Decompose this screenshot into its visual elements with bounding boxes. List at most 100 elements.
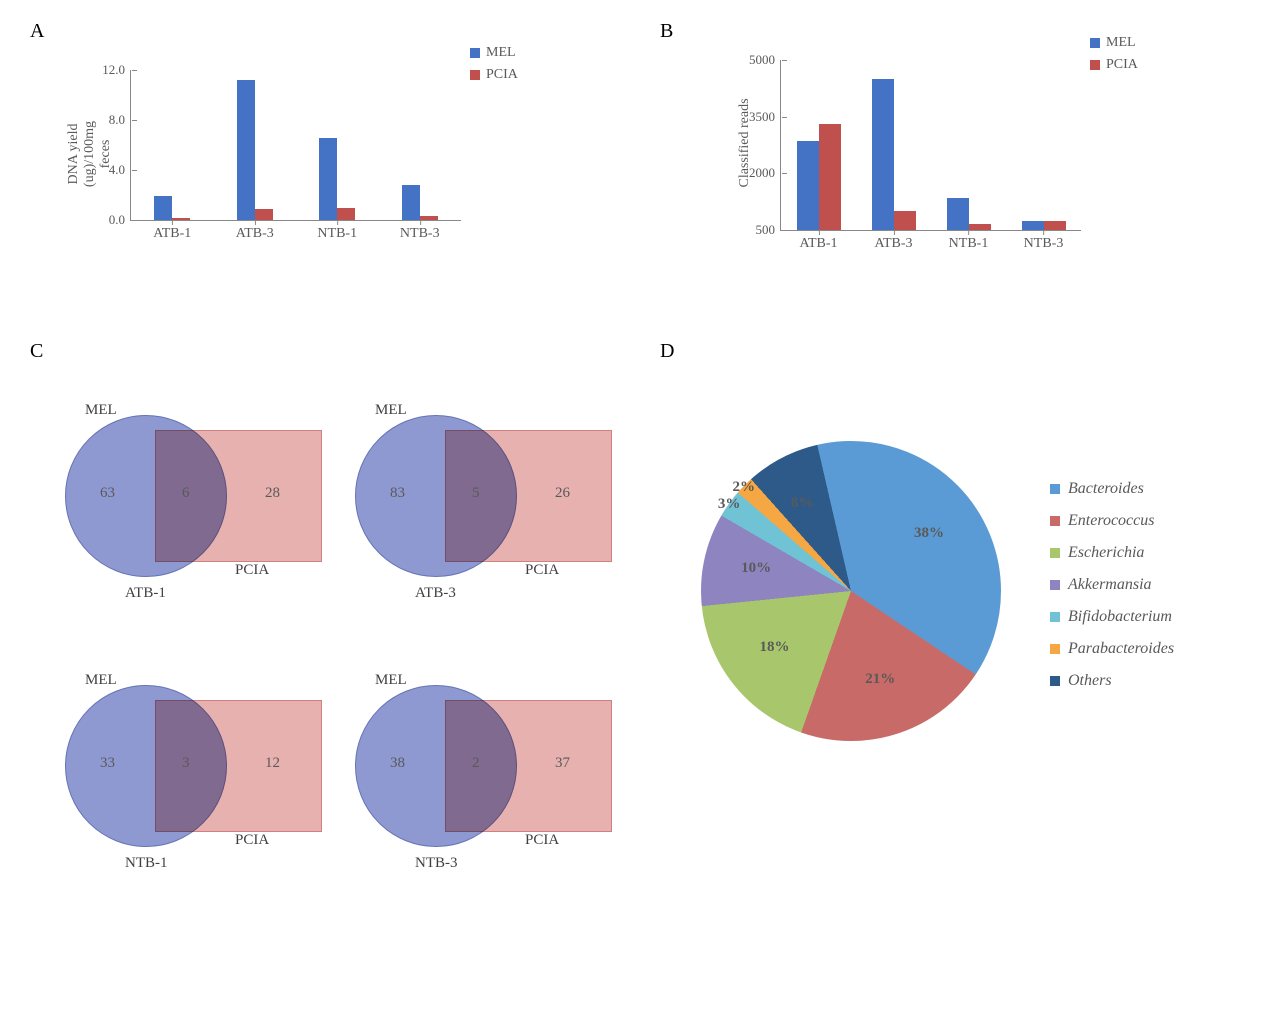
venn-value-mel: 63	[100, 485, 115, 502]
pie-legend-item: Parabacteroides	[1050, 640, 1174, 658]
pie-slice-label: 18%	[760, 639, 790, 656]
pie-legend-item: Enterococcus	[1050, 512, 1174, 530]
pie-legend-text: Escherichia	[1068, 544, 1144, 562]
venn-sample-label: ATB-1	[125, 585, 166, 602]
pie-legend-text: Akkermansia	[1068, 576, 1152, 594]
legend-text: PCIA	[486, 67, 518, 83]
venn-value-pcia: 12	[265, 755, 280, 772]
pie-legend-swatch	[1050, 548, 1060, 558]
pie-legend-item: Escherichia	[1050, 544, 1174, 562]
chart-a-plot: 0.04.08.012.0ATB-1ATB-3NTB-1NTB-3	[130, 70, 461, 221]
venn-value-mel: 33	[100, 755, 115, 772]
pie-legend-item: Bacteroides	[1050, 480, 1174, 498]
venn-diagram: MEL38237PCIANTB-3	[350, 670, 610, 870]
pie-slice-label: 8%	[791, 495, 814, 512]
chart-b-legend: MEL PCIA	[1090, 35, 1138, 79]
bar	[969, 224, 991, 230]
legend-item: PCIA	[1090, 57, 1138, 73]
pie-legend-text: Parabacteroides	[1068, 640, 1174, 658]
venn-circle-mel	[65, 415, 227, 577]
legend-text: MEL	[486, 45, 516, 61]
bar	[255, 209, 273, 220]
x-tick: ATB-1	[799, 230, 837, 252]
venn-diagram: MEL33312PCIANTB-1	[60, 670, 320, 870]
venn-value-both: 5	[472, 485, 480, 502]
pie-legend: Bacteroides Enterococcus Escherichia Akkerm…	[1050, 480, 1174, 704]
bar	[402, 185, 420, 220]
venn-value-pcia: 28	[265, 485, 280, 502]
pie-legend-swatch	[1050, 484, 1060, 494]
venn-circle-mel	[65, 685, 227, 847]
bar	[1044, 221, 1066, 230]
pie-legend-item: Bifidobacterium	[1050, 608, 1174, 626]
legend-item: PCIA	[470, 67, 518, 83]
bar	[337, 208, 355, 220]
bar	[894, 211, 916, 230]
pie-legend-swatch	[1050, 516, 1060, 526]
figure: A B C D DNA yield (ug)/100mg feces 0.04.…	[20, 20, 1260, 1000]
y-tick: 12.0	[102, 62, 131, 78]
chart-a-legend: MEL PCIA	[470, 45, 518, 89]
y-tick: 4.0	[109, 162, 131, 178]
x-tick: ATB-3	[874, 230, 912, 252]
y-tick: 0.0	[109, 212, 131, 228]
legend-item: MEL	[1090, 35, 1138, 51]
venn-value-both: 3	[182, 755, 190, 772]
venn-value-mel: 38	[390, 755, 405, 772]
panel-label-a: A	[30, 20, 44, 43]
venn-mel-label: MEL	[85, 402, 117, 419]
legend-text: MEL	[1106, 35, 1136, 51]
pie-legend-swatch	[1050, 676, 1060, 686]
bar	[154, 196, 172, 220]
bar	[819, 124, 841, 230]
venn-mel-label: MEL	[85, 672, 117, 689]
venn-circle-mel	[355, 415, 517, 577]
pie-chart: 38%21%18%10%3%2%8% BacteroidesEnterococc…	[700, 440, 1002, 742]
venn-value-both: 6	[182, 485, 190, 502]
venn-sample-label: ATB-3	[415, 585, 456, 602]
chart-a-ylabel: DNA yield (ug)/100mg feces	[66, 94, 114, 214]
bar	[1022, 221, 1044, 230]
pie-slice-label: 10%	[741, 560, 771, 577]
venn-mel-label: MEL	[375, 672, 407, 689]
pie-legend-item: Others	[1050, 672, 1174, 690]
legend-text: PCIA	[1106, 57, 1138, 73]
x-tick: NTB-3	[1024, 230, 1064, 252]
x-tick: NTB-1	[949, 230, 989, 252]
venn-pcia-label: PCIA	[525, 562, 559, 579]
bar	[237, 80, 255, 220]
bar	[420, 216, 438, 220]
legend-item: MEL	[470, 45, 518, 61]
x-tick: ATB-3	[236, 220, 274, 242]
x-tick: NTB-3	[400, 220, 440, 242]
pie-slice-label: 38%	[914, 525, 944, 542]
venn-mel-label: MEL	[375, 402, 407, 419]
pie-legend-swatch	[1050, 612, 1060, 622]
y-tick: 5000	[749, 52, 781, 68]
bar	[319, 138, 337, 221]
pie-legend-swatch	[1050, 644, 1060, 654]
x-tick: NTB-1	[317, 220, 357, 242]
legend-swatch	[470, 48, 480, 58]
pie-slice-label: 2%	[732, 479, 755, 496]
venn-sample-label: NTB-1	[125, 855, 168, 872]
y-tick: 500	[756, 222, 782, 238]
pie-slice-label: 21%	[865, 671, 895, 688]
venn-value-pcia: 37	[555, 755, 570, 772]
pie-legend-text: Others	[1068, 672, 1112, 690]
chart-a: DNA yield (ug)/100mg feces 0.04.08.012.0…	[130, 70, 461, 221]
bar	[797, 141, 819, 230]
y-tick: 2000	[749, 165, 781, 181]
pie-legend-item: Akkermansia	[1050, 576, 1174, 594]
chart-b: Classified reads 500200035005000ATB-1ATB…	[780, 60, 1081, 231]
venn-pcia-label: PCIA	[235, 562, 269, 579]
panel-label-b: B	[660, 20, 673, 43]
venn-value-pcia: 26	[555, 485, 570, 502]
venn-diagram: MEL 63 6 28 PCIA ATB-1	[60, 400, 320, 600]
pie-legend-text: Bifidobacterium	[1068, 608, 1172, 626]
venn-value-both: 2	[472, 755, 480, 772]
pie-slice-label: 3%	[718, 496, 741, 513]
pie-legend-text: Bacteroides	[1068, 480, 1144, 498]
venn-diagram: MEL83526PCIAATB-3	[350, 400, 610, 600]
venn-pcia-label: PCIA	[525, 832, 559, 849]
